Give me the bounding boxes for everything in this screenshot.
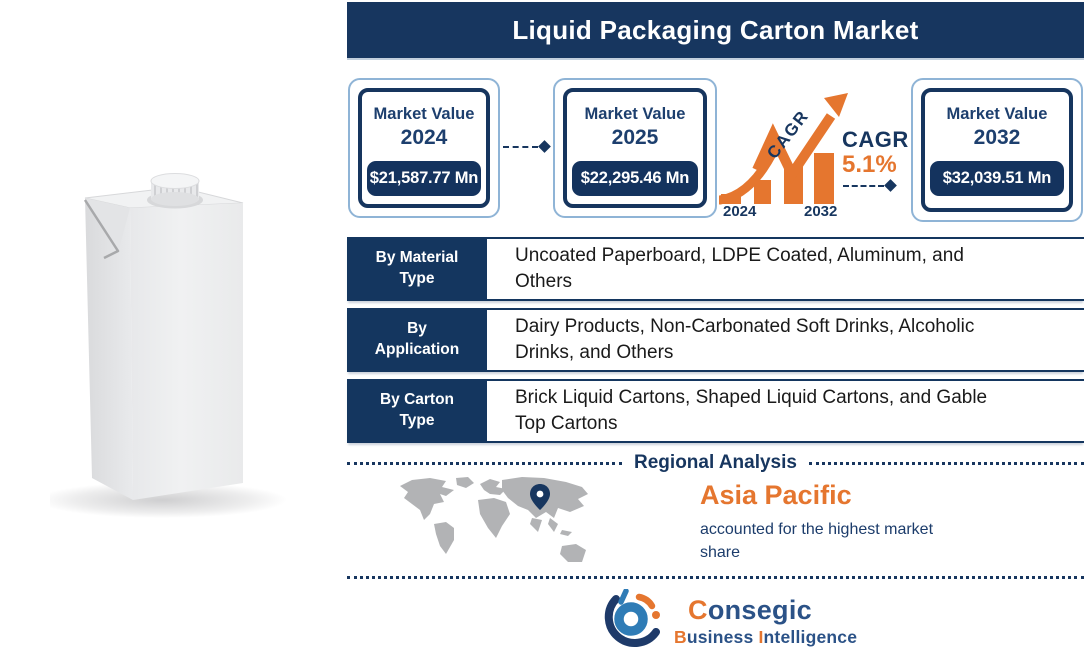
location-pin-icon: [530, 484, 550, 510]
connector-cagr-2032: [843, 179, 897, 192]
market-value-amount: $32,039.51 Mn: [930, 161, 1064, 196]
growth-arrow-head: [824, 93, 848, 117]
dotted-divider: [347, 461, 623, 465]
market-value-year: 2025: [611, 126, 659, 149]
market-value-amount: $22,295.46 Mn: [572, 161, 698, 196]
consegic-logo-icon: [604, 589, 660, 647]
market-value-year: 2024: [400, 126, 448, 149]
market-value-label: Market Value: [373, 105, 475, 123]
segment-row-application: By Application Dairy Products, Non-Carbo…: [347, 308, 1084, 372]
segment-label: By Carton Type: [347, 381, 487, 441]
diamond-connector-icon: [538, 140, 551, 153]
world-map: [396, 474, 596, 574]
dashed-line: [843, 184, 884, 187]
regional-analysis-heading: Regional Analysis: [347, 452, 1084, 474]
market-value-card-2032: Market Value 2032 $32,039.51 Mn: [911, 78, 1083, 222]
logo-company-name: Consegic: [688, 594, 812, 625]
carton-left-face: [85, 198, 133, 500]
carton-illustration: [37, 173, 287, 518]
carton-product-image: [37, 145, 330, 535]
segment-row-material-type: By Material Type Uncoated Paperboard, LD…: [347, 237, 1084, 301]
top-region-description: accounted for the highest market share: [700, 521, 934, 562]
segment-label: By Material Type: [347, 239, 487, 299]
cagr-growth-chart: CAGR: [715, 84, 861, 206]
connector-2024-2025: [503, 140, 551, 153]
segment-value: Dairy Products, Non-Carbonated Soft Drin…: [515, 315, 975, 363]
cagr-start-year: 2024: [723, 203, 757, 220]
segment-row-carton-type: By Carton Type Brick Liquid Cartons, Sha…: [347, 379, 1084, 443]
market-value-label: Market Value: [584, 105, 686, 123]
segment-value: Uncoated Paperboard, LDPE Coated, Alumin…: [515, 244, 964, 292]
dotted-divider: [808, 461, 1084, 465]
dashed-line: [503, 145, 538, 148]
growth-arrow-line: [752, 113, 836, 184]
segment-label: By Application: [347, 310, 487, 370]
market-value-card-2025: Market Value 2025 $22,295.46 Mn: [553, 78, 717, 218]
top-region-name: Asia Pacific: [700, 480, 852, 510]
company-logo: Consegic Business Intelligence: [598, 589, 857, 653]
segment-value: Brick Liquid Cartons, Shaped Liquid Cart…: [515, 386, 988, 434]
dotted-divider-bottom: [347, 576, 1084, 579]
cagr-title: CAGR: [842, 127, 909, 152]
regional-highlight: Asia Pacific accounted for the highest m…: [700, 480, 1000, 564]
market-value-amount: $21,587.77 Mn: [367, 161, 481, 196]
cagr-value: 5.1%: [842, 151, 897, 178]
growth-swoosh: [715, 141, 781, 205]
title-bar: Liquid Packaging Carton Market: [347, 2, 1084, 58]
market-value-card-2024: Market Value 2024 $21,587.77 Mn: [348, 78, 500, 218]
logo-tagline: Business Intelligence: [674, 626, 858, 647]
page-title: Liquid Packaging Carton Market: [512, 14, 919, 45]
market-value-year: 2032: [973, 126, 1021, 149]
continents: [400, 477, 588, 562]
carton-front-face: [130, 203, 243, 500]
diamond-connector-icon: [884, 179, 897, 192]
market-value-label: Market Value: [946, 105, 1048, 123]
regional-analysis-title: Regional Analysis: [634, 452, 797, 473]
cagr-end-year: 2032: [804, 203, 838, 220]
carton-shadow: [37, 482, 287, 518]
carton-cap: [147, 173, 203, 209]
